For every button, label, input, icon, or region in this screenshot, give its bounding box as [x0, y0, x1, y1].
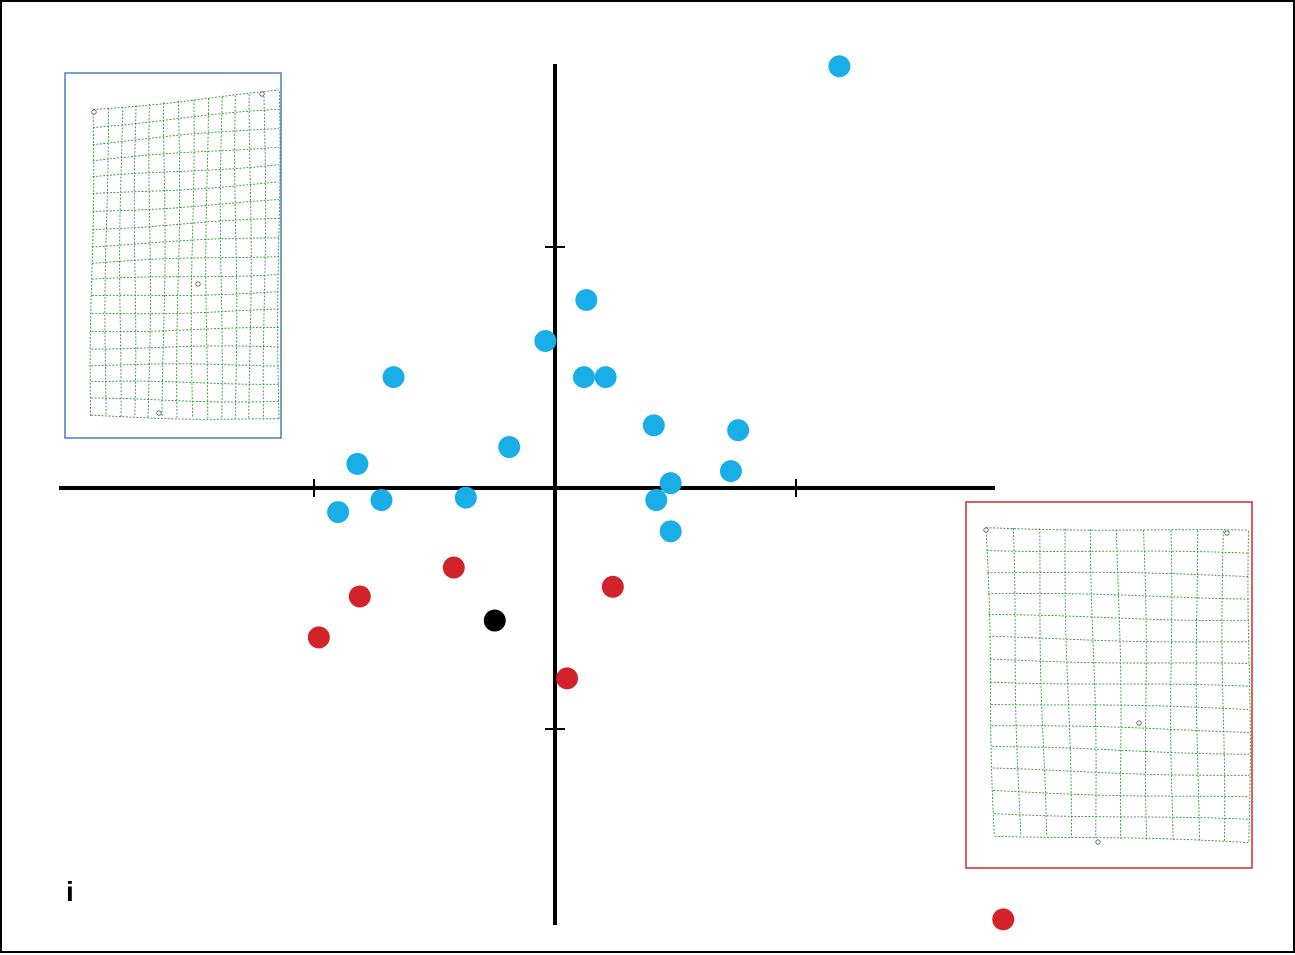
- grid-line: [89, 109, 95, 417]
- data-point: [719, 460, 742, 483]
- grid-line: [990, 704, 1250, 711]
- grid-line: [991, 725, 1250, 733]
- data-point: [483, 609, 506, 632]
- data-point: [556, 667, 579, 690]
- grid-line: [987, 593, 1250, 600]
- grid-line: [205, 98, 210, 419]
- data-point: [601, 575, 624, 598]
- data-point: [575, 289, 598, 312]
- grid-line: [91, 274, 279, 280]
- grid-line: [92, 199, 279, 212]
- grid-line: [92, 128, 279, 146]
- landmark-marker: [983, 527, 989, 533]
- grid-line: [988, 614, 1250, 622]
- grid-line: [161, 102, 166, 418]
- grid-line: [92, 146, 279, 162]
- grid-line: [92, 237, 279, 248]
- data-point: [382, 366, 405, 389]
- landmark-marker: [91, 109, 97, 115]
- grid-line: [1247, 531, 1251, 843]
- grid-line: [1064, 528, 1072, 838]
- grid-line: [1195, 530, 1200, 841]
- data-point: [498, 436, 521, 459]
- data-point: [642, 414, 665, 437]
- inset-grid-top-left: [89, 89, 281, 420]
- grid-line: [990, 681, 1250, 687]
- grid-line: [986, 527, 1250, 531]
- inset-frame-top-left: [64, 72, 282, 439]
- data-point: [572, 366, 595, 389]
- grid-line: [219, 96, 223, 419]
- grid-line: [1039, 528, 1048, 837]
- grid-line: [92, 108, 279, 128]
- landmark-marker: [195, 281, 201, 287]
- grid-line: [1143, 529, 1148, 840]
- landmark-marker: [156, 410, 162, 416]
- grid-line: [262, 92, 267, 420]
- data-point: [645, 489, 668, 512]
- landmark-marker: [1224, 530, 1230, 536]
- grid-line: [992, 767, 1250, 776]
- landmark-marker: [1136, 720, 1142, 726]
- grid-line: [92, 164, 279, 178]
- grid-line: [190, 99, 195, 419]
- grid-line: [1089, 529, 1097, 838]
- grid-line: [994, 835, 1250, 844]
- grid-line: [1012, 527, 1022, 836]
- grid-line: [989, 658, 1250, 664]
- grid-line: [993, 813, 1250, 820]
- grid-line: [133, 105, 137, 417]
- data-point: [442, 556, 465, 579]
- grid-line: [119, 106, 124, 417]
- data-point: [828, 55, 851, 78]
- grid-line: [91, 291, 279, 297]
- inset-grid-bottom-right: [985, 527, 1251, 844]
- grid-line: [1221, 530, 1226, 842]
- landmark-marker: [1095, 839, 1101, 845]
- grid-line: [987, 571, 1250, 577]
- grid-line: [92, 181, 279, 194]
- data-point: [348, 585, 371, 608]
- data-point: [454, 486, 477, 509]
- data-point: [659, 472, 682, 495]
- data-point: [307, 626, 330, 649]
- landmark-marker: [259, 91, 265, 97]
- grid-line: [992, 746, 1250, 755]
- data-point: [727, 419, 750, 442]
- grid-line: [1170, 530, 1174, 841]
- grid-line: [985, 527, 995, 836]
- data-point: [992, 908, 1015, 931]
- grid-line: [277, 91, 281, 420]
- grid-line: [176, 101, 181, 418]
- grid-line: [993, 790, 1250, 798]
- grid-line: [93, 89, 279, 110]
- grid-line: [91, 256, 279, 264]
- grid-line: [986, 550, 1250, 554]
- grid-line: [92, 217, 279, 230]
- grid-line: [989, 635, 1250, 643]
- data-point: [346, 452, 369, 475]
- data-point: [659, 520, 682, 543]
- data-point: [534, 329, 557, 352]
- data-point: [327, 501, 350, 524]
- panel-label: i: [66, 876, 74, 907]
- data-point: [370, 489, 393, 512]
- data-point: [594, 366, 617, 389]
